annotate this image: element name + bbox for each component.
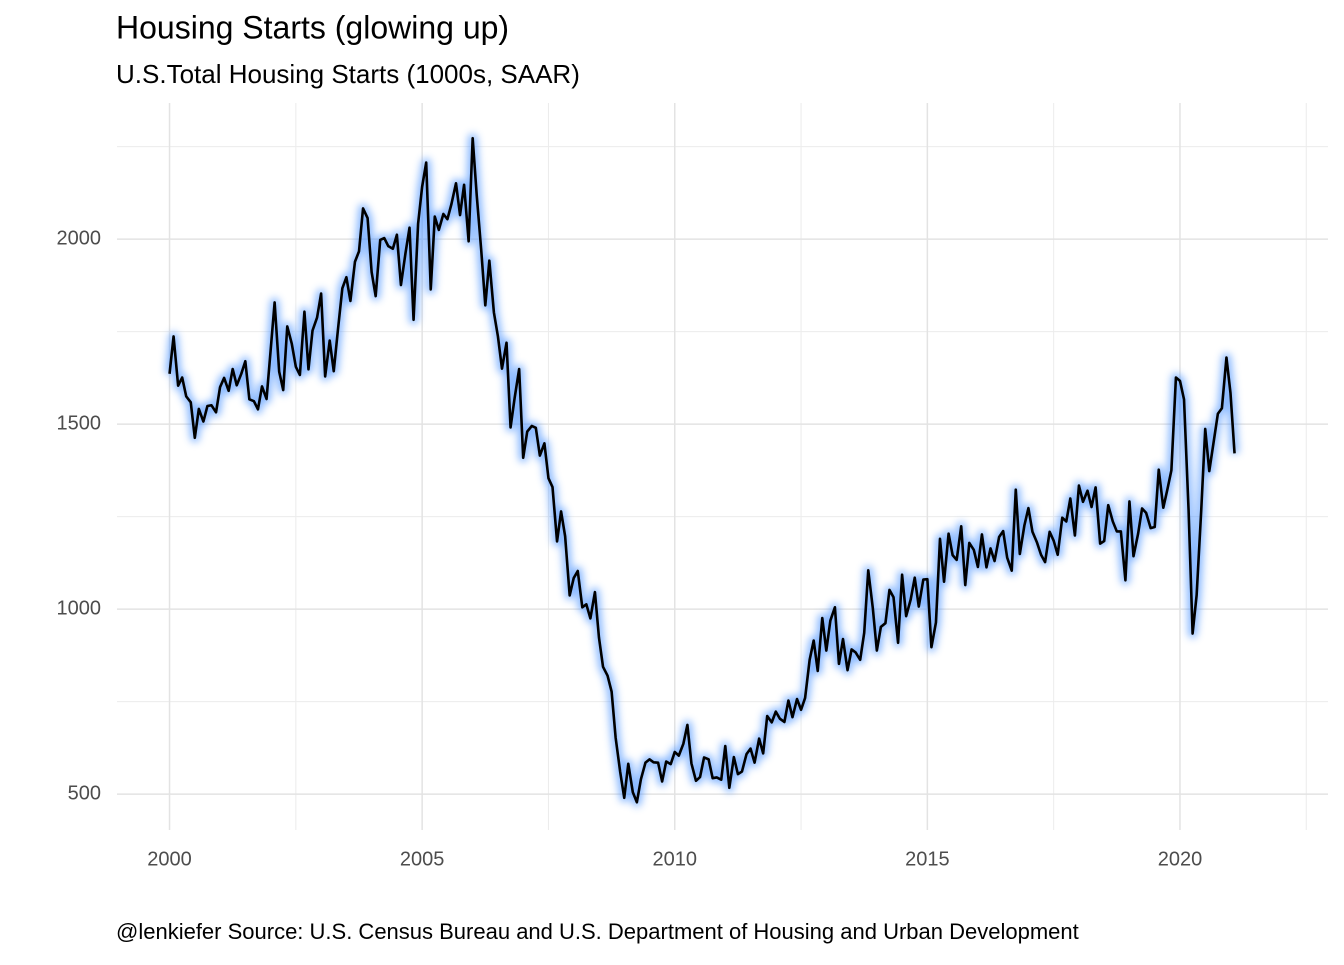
x-tick-label: 2010 [653, 848, 698, 870]
line-glow [165, 133, 1240, 807]
chart-title: Housing Starts (glowing up) [116, 9, 509, 45]
chart-caption: @lenkiefer Source: U.S. Census Bureau an… [116, 919, 1079, 944]
y-tick-label: 2000 [57, 227, 102, 249]
x-tick-label: 2005 [400, 848, 445, 870]
plot-area [165, 133, 1240, 807]
line [168, 136, 1236, 804]
chart-subtitle: U.S.Total Housing Starts (1000s, SAAR) [116, 59, 580, 89]
x-tick-label: 2015 [905, 848, 950, 870]
grid [117, 103, 1328, 830]
x-tick-label: 2020 [1158, 848, 1203, 870]
x-tick-label: 2000 [147, 848, 192, 870]
y-tick-label: 1500 [57, 412, 102, 434]
y-tick-label: 500 [68, 782, 101, 804]
y-tick-label: 1000 [57, 597, 102, 619]
